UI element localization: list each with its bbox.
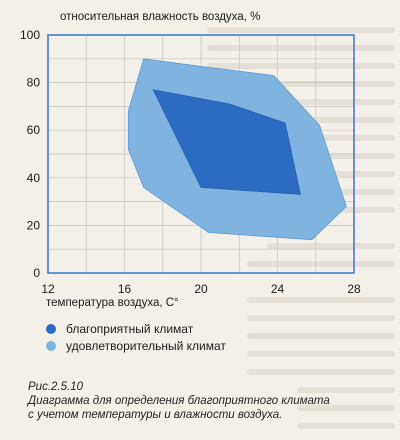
legend-item-satisfactory: удовлетворительный климат <box>46 337 226 354</box>
legend: благоприятный климат удовлетворительный … <box>46 320 226 354</box>
tick-labels: 12 16 20 24 28 0 20 40 60 80 100 <box>20 28 361 296</box>
y-tick-label: 0 <box>33 266 40 280</box>
caption-line-1: Диаграмма для определения благоприятного… <box>28 395 330 407</box>
figure-caption: Рис.2.5.10 Диаграмма для определения бла… <box>28 380 388 422</box>
x-tick-label: 28 <box>347 282 361 296</box>
y-tick-label: 40 <box>27 171 41 185</box>
x-tick-label: 16 <box>118 282 132 296</box>
x-tick-label: 20 <box>194 282 208 296</box>
climate-chart: 12 16 20 24 28 0 20 40 60 80 100 относительная вла… <box>20 11 361 309</box>
legend-swatch-satisfactory <box>46 340 56 351</box>
x-axis-label: температура воздуха, С° <box>46 297 179 309</box>
caption-line-2: с учетом температуры и влажности воздуха… <box>28 409 283 421</box>
y-tick-label: 20 <box>27 218 41 232</box>
legend-item-favorable: благоприятный климат <box>46 320 226 337</box>
y-tick-label: 60 <box>27 123 41 137</box>
x-tick-label: 12 <box>41 282 55 296</box>
figure-number: Рис.2.5.10 <box>28 381 83 393</box>
y-tick-label: 80 <box>27 76 41 90</box>
legend-label-satisfactory: удовлетворительный климат <box>66 338 226 353</box>
y-axis-label: относительная влажность воздуха, % <box>60 11 260 23</box>
climate-zones <box>127 58 347 241</box>
x-tick-label: 24 <box>271 282 285 296</box>
favorable-climate-zone <box>152 89 301 195</box>
legend-swatch-favorable <box>46 323 56 334</box>
y-tick-label: 100 <box>20 28 40 42</box>
legend-label-favorable: благоприятный климат <box>66 321 194 336</box>
plot-frame <box>47 34 355 274</box>
